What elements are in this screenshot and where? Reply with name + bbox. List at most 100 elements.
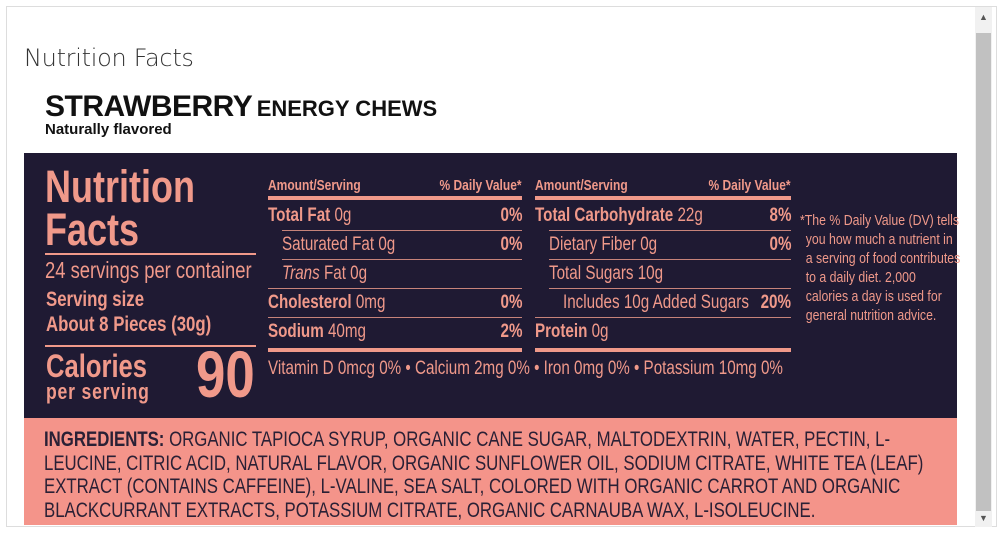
vitamins-minerals: Vitamin D 0mcg 0% • Calcium 2mg 0% • Iro…	[268, 358, 912, 380]
nutrient-daily-value: 2%	[500, 321, 522, 342]
nutrient-name: Protein	[535, 321, 588, 342]
nutrient-daily-value: 0%	[500, 234, 522, 255]
nutrient-label: Trans Fat 0g	[282, 263, 367, 285]
nutrient-row: Protein 0g	[535, 318, 791, 347]
heading-line-2: Facts	[45, 204, 140, 255]
nutrient-amount: 0g	[640, 234, 658, 255]
nutrient-label: Includes 10g Added Sugars	[563, 292, 749, 314]
vitamins-text: Vitamin D 0mcg 0% • Calcium 2mg 0% • Iro…	[268, 358, 783, 379]
row-divider	[535, 317, 791, 318]
nutrient-daily-value: 20%	[760, 292, 791, 313]
nutrient-name: Sodium	[268, 321, 324, 342]
nutrient-amount: 22g	[677, 205, 703, 226]
product-flavor: STRAWBERRY	[45, 90, 253, 123]
thick-divider	[535, 348, 791, 352]
nutrient-name: Total Carbohydrate	[535, 205, 674, 226]
nutrient-name: Dietary Fiber	[549, 234, 636, 255]
per-serving-label: per serving	[46, 379, 176, 405]
scrollbar-thumb[interactable]	[976, 33, 991, 511]
nutrient-label: Total Fat 0g	[268, 205, 351, 227]
dv-note-text: *The % Daily Value (DV) tells you how mu…	[800, 212, 961, 324]
nutrition-facts-heading: Nutrition Facts	[45, 161, 232, 255]
nutrient-row: Cholesterol 0mg 0%	[268, 289, 522, 318]
nutrient-daily-value: 8%	[769, 205, 791, 226]
nutrient-label: Saturated Fat 0g	[282, 234, 395, 256]
nutrient-name: Includes 10g Added Sugars	[563, 292, 749, 313]
nutrient-label: Dietary Fiber 0g	[549, 234, 657, 256]
serving-size-value: About 8 Pieces (30g)	[46, 313, 212, 336]
divider	[45, 345, 256, 347]
heading-line-1: Nutrition	[45, 161, 195, 212]
scroll-down-arrow-icon[interactable]: ▼	[979, 513, 988, 523]
dv-header: % Daily Value*	[708, 177, 791, 194]
serving-size: Serving size About 8 Pieces (30g)	[46, 287, 253, 337]
nutrient-row: Sodium 40mg 2%	[268, 318, 522, 347]
ingredients-label: INGREDIENTS:	[44, 428, 165, 451]
row-divider	[282, 259, 522, 260]
row-divider	[549, 288, 791, 289]
ingredients-panel: INGREDIENTS: ORGANIC TAPIOCA SYRUP, ORGA…	[24, 418, 957, 525]
vertical-scrollbar[interactable]: ▲ ▼	[975, 7, 992, 527]
nutrient-amount: 0g	[378, 234, 396, 255]
nutrient-amount: 0mg	[355, 292, 386, 313]
row-divider	[549, 259, 791, 260]
content-frame	[6, 6, 997, 527]
thick-divider	[268, 348, 522, 352]
servings-text: 24 servings per container	[45, 257, 252, 283]
ingredients-list: ORGANIC TAPIOCA SYRUP, ORGANIC CANE SUGA…	[44, 428, 924, 522]
nutrient-amount: 0g	[334, 205, 352, 226]
nutrient-label: Protein 0g	[535, 321, 609, 343]
column-header: Amount/Serving % Daily Value*	[268, 177, 522, 197]
product-name: STRAWBERRY ENERGY CHEWS	[45, 90, 437, 124]
nutrient-amount: 10g	[637, 263, 664, 284]
calories-label: Calories	[46, 348, 172, 384]
nutrition-label: Nutrition Facts 24 servings per containe…	[24, 153, 960, 525]
nutrient-daily-value: 0%	[500, 292, 522, 313]
scroll-up-arrow-icon[interactable]: ▲	[979, 12, 988, 22]
nutrient-row: Total Sugars 10g	[535, 260, 791, 289]
nutrient-row: Total Fat 0g 0%	[268, 202, 522, 231]
servings-per-container: 24 servings per container	[45, 257, 303, 284]
row-divider	[549, 230, 791, 231]
ingredients-text: INGREDIENTS: ORGANIC TAPIOCA SYRUP, ORGA…	[44, 428, 940, 522]
nutrient-amount: 0g	[350, 263, 368, 284]
nutrient-label: Total Carbohydrate 22g	[535, 205, 703, 227]
product-type: ENERGY CHEWS	[256, 96, 438, 121]
row-divider	[268, 317, 522, 318]
nutrient-name: Total Fat	[268, 205, 331, 226]
nutrient-label: Total Sugars 10g	[549, 263, 663, 285]
column-header: Amount/Serving % Daily Value*	[535, 177, 791, 197]
nutrient-name: Trans	[282, 263, 320, 284]
nutrient-daily-value: 0%	[769, 234, 791, 255]
nutrient-label: Sodium 40mg	[268, 321, 366, 343]
page-title: Nutrition Facts	[24, 44, 194, 72]
nutrient-row: Dietary Fiber 0g 0%	[535, 231, 791, 260]
thick-divider	[268, 196, 522, 200]
nutrient-row: Saturated Fat 0g 0%	[268, 231, 522, 260]
nutrient-row: Total Carbohydrate 22g 8%	[535, 202, 791, 231]
nutrition-panel: Nutrition Facts 24 servings per containe…	[24, 153, 960, 418]
nutrient-row: Trans Fat 0g	[268, 260, 522, 289]
thick-divider	[535, 196, 791, 200]
nutrient-amount: 0g	[591, 321, 609, 342]
nutrient-name: Total Sugars	[549, 263, 634, 284]
calories-label-text: Calories	[46, 348, 148, 384]
divider	[45, 253, 256, 255]
calories-number: 90	[196, 337, 255, 411]
nutrient-label: Cholesterol 0mg	[268, 292, 385, 314]
amount-header: Amount/Serving	[268, 177, 361, 194]
row-divider	[268, 288, 522, 289]
product-subtitle: Naturally flavored	[45, 121, 172, 138]
nutrient-name: Saturated Fat	[282, 234, 375, 255]
per-serving-text: per serving	[46, 379, 150, 404]
daily-value-note: *The % Daily Value (DV) tells you how mu…	[800, 211, 997, 325]
nutrient-name: Cholesterol	[268, 292, 352, 313]
row-divider	[282, 230, 522, 231]
calories-value: 90	[196, 339, 269, 409]
nutrient-row: Includes 10g Added Sugars 20%	[535, 289, 791, 318]
serving-size-label: Serving size	[46, 288, 145, 311]
nutrient-daily-value: 0%	[500, 205, 522, 226]
nutrient-amount: 40mg	[327, 321, 366, 342]
nutrient-name-suffix: Fat	[323, 263, 346, 284]
dv-header: % Daily Value*	[439, 177, 522, 194]
